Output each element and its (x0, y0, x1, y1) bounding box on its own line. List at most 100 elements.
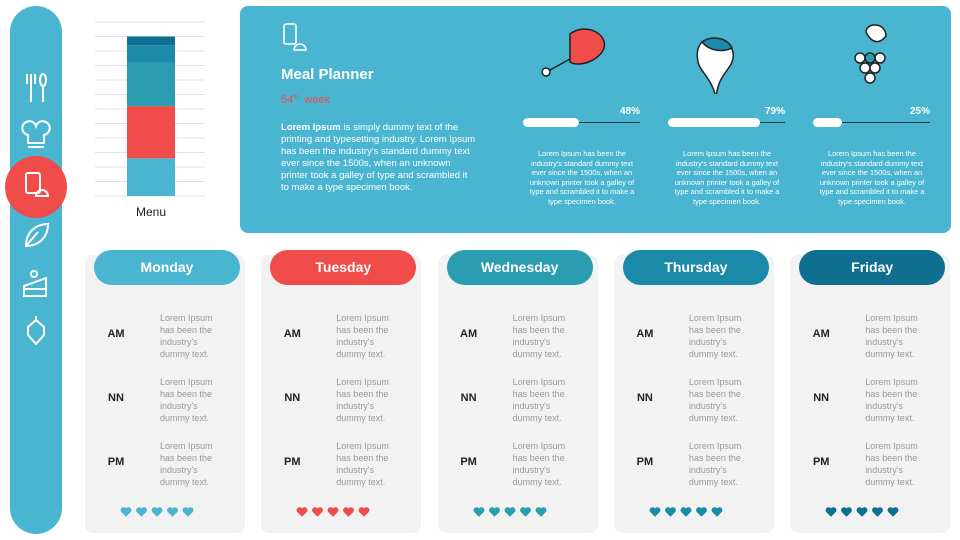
heart (825, 507, 837, 517)
cutlery-icon[interactable] (26, 73, 47, 102)
slot-text: Lorem Ipsum has been the industry's dumm… (160, 313, 213, 359)
progress-bar (523, 118, 580, 127)
slot-text: Lorem Ipsum has been the industry's dumm… (865, 377, 918, 423)
heart (312, 507, 324, 517)
week-number: 54 (281, 94, 294, 106)
heart (872, 507, 884, 517)
day-name[interactable]: Wednesday (446, 250, 593, 285)
progress-label: 25% (909, 106, 930, 117)
slot-label: AM (636, 328, 654, 340)
cake-icon[interactable] (23, 270, 47, 297)
progress-bar (813, 118, 843, 127)
slot-text: Lorem Ipsum has been the industry's dumm… (688, 377, 742, 423)
leaf-icon[interactable] (24, 222, 50, 248)
heart (680, 507, 692, 517)
slot-label: PM (460, 456, 477, 468)
slot-text: Lorem Ipsum has been the industry's dumm… (160, 441, 213, 487)
slot-text: Lorem Ipsum has been the industry's dumm… (688, 313, 742, 359)
heart (519, 507, 531, 517)
slot-text: Lorem Ipsum has been the industry's dumm… (336, 313, 389, 359)
active-item[interactable] (5, 156, 67, 218)
day-card (437, 255, 598, 533)
heart (120, 507, 132, 517)
sidebar-icons (21, 73, 51, 346)
slot-text: Lorem Ipsum has been the industry's dumm… (512, 377, 566, 423)
slot-text: Lorem Ipsum has been the industry's dumm… (865, 313, 918, 359)
x-label: Menu (136, 205, 166, 219)
day-card (790, 255, 951, 533)
heart (182, 507, 194, 517)
slot-text: Lorem Ipsum has been the industry's dumm… (336, 441, 389, 487)
slot-label: AM (460, 328, 478, 340)
grapes-icon (854, 24, 887, 84)
bar-segment (127, 106, 175, 159)
slot-label: PM (812, 456, 830, 468)
bar-segment (127, 62, 175, 107)
slot-text: Lorem Ipsum has been the industry's dumm… (688, 441, 742, 487)
progress-text: Lorem Ipsum has been the industry's stan… (819, 149, 925, 206)
menu-chart: Menu (95, 21, 205, 219)
rating (825, 507, 899, 517)
progress-track (523, 122, 640, 123)
bar-segment (127, 45, 175, 63)
bar-segment (127, 36, 175, 46)
week-label: week (304, 94, 331, 106)
progress-track (813, 122, 930, 123)
heart (343, 507, 355, 517)
slot-text: Lorem Ipsum has been the industry's dumm… (160, 377, 213, 423)
progress-text: Lorem Ipsum has been the industry's stan… (674, 149, 780, 206)
day-card (613, 255, 774, 533)
sidebar (10, 6, 62, 534)
progress-label: 48% (619, 106, 640, 117)
slot-label: NN (284, 392, 301, 404)
rating (120, 507, 194, 517)
heart (535, 507, 546, 517)
heart (167, 507, 178, 517)
heart (887, 507, 899, 517)
day-name[interactable]: Friday (799, 250, 946, 285)
slot-text: Lorem Ipsum has been the industry's dumm… (865, 441, 918, 487)
slot-label: NN (813, 392, 830, 404)
slot-label: AM (283, 328, 301, 340)
slot-text: Lorem Ipsum has been the industry's dumm… (512, 313, 566, 359)
slot-label: PM (107, 456, 125, 468)
title: Meal Planner (281, 66, 374, 83)
planner-icon[interactable] (25, 172, 50, 197)
progress-bar (668, 118, 761, 127)
heart (358, 507, 370, 517)
progress-label: 79% (764, 106, 785, 117)
chef-icon[interactable] (21, 120, 51, 148)
heart (504, 507, 515, 517)
week: 54th week (281, 94, 330, 106)
day-name[interactable]: Monday (94, 250, 240, 285)
heart (649, 507, 661, 517)
slot-label: NN (460, 392, 477, 404)
day-name[interactable]: Thursday (622, 250, 769, 285)
heart (136, 507, 147, 517)
description: Lorem Ipsum is simply dummy text of the p… (281, 122, 476, 194)
hops-icon[interactable] (27, 316, 45, 346)
heart (856, 507, 868, 517)
day-card (85, 255, 245, 533)
heart (473, 507, 484, 517)
slot-label: PM (284, 456, 301, 468)
heart (296, 507, 308, 517)
drumstick-icon (541, 28, 606, 77)
heart (664, 507, 676, 517)
day-name[interactable]: Tuesday (270, 250, 417, 285)
slot-label: PM (636, 456, 654, 468)
bar-segment (127, 158, 175, 196)
heart (711, 507, 723, 517)
slot-label: AM (107, 328, 125, 340)
rating (296, 507, 370, 517)
heart (327, 507, 339, 517)
heart (488, 507, 500, 517)
heart (151, 507, 163, 517)
food-icons (541, 24, 887, 94)
heart (695, 507, 707, 517)
progress-text: Lorem Ipsum has been the industry's stan… (529, 149, 635, 206)
week-suffix: th (293, 94, 299, 101)
rating (473, 507, 546, 517)
turnip-icon (696, 37, 734, 94)
